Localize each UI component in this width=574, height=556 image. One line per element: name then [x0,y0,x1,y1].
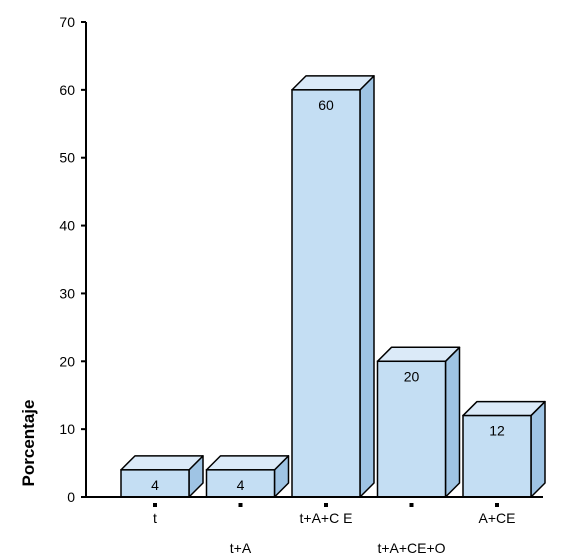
bar-3: 60 [291,75,375,498]
bar-side-face [359,75,375,498]
bar-4: 20 [376,346,461,498]
bar-front-face [462,414,532,498]
x-tick-label: t [153,510,157,526]
bars-layer: 4 4 60 20 12 [120,75,546,498]
bar-front-face [120,469,190,498]
bar-front-face [291,89,361,498]
bar-top-face [462,400,546,417]
bar-data-label: 4 [151,477,159,493]
labels-layer: Porcentaje [19,400,38,487]
bar-top-face [376,346,461,363]
bar-side-face [530,400,546,498]
y-axis-title: Porcentaje [19,400,38,487]
bar-data-label: 12 [489,423,505,439]
bar-front-face [376,360,447,498]
y-tick-label: 0 [67,489,75,505]
x-tick-mark [324,503,328,507]
bar-top-face [205,455,290,471]
bar-2: 4 [205,455,290,498]
x-tick-mark [238,503,243,507]
x-tick-label: t+A [230,540,252,556]
bar-5: 12 [462,400,546,498]
bar-data-label: 20 [404,368,420,384]
bar-data-label: 4 [237,477,245,493]
x-tick-label: A+CE [479,510,516,526]
x-tick-mark [495,503,499,507]
y-tick-label: 50 [59,150,75,166]
x-tick-mark [409,503,414,507]
y-tick-label: 40 [59,218,75,234]
y-tick-label: 30 [59,285,75,301]
x-tick-mark [153,503,157,507]
bar-top-face [120,455,204,471]
bar-side-face [444,346,461,498]
bar-data-label: 60 [318,97,334,113]
y-tick-label: 10 [59,421,75,437]
y-tick-label: 60 [59,82,75,98]
x-tick-label: t+A+CE+O [377,540,445,556]
axis-layer [85,22,543,498]
ticks-layer: 0 10 20 30 40 50 60 70 t t+A t+A+C E t+A+CE+O A+CE [59,14,515,556]
x-tick-label: t+A+C E [300,510,353,526]
y-tick-label: 70 [59,14,75,30]
bar-top-face [291,75,375,91]
bar-1: 4 [120,455,204,498]
y-tick-label: 20 [59,353,75,369]
